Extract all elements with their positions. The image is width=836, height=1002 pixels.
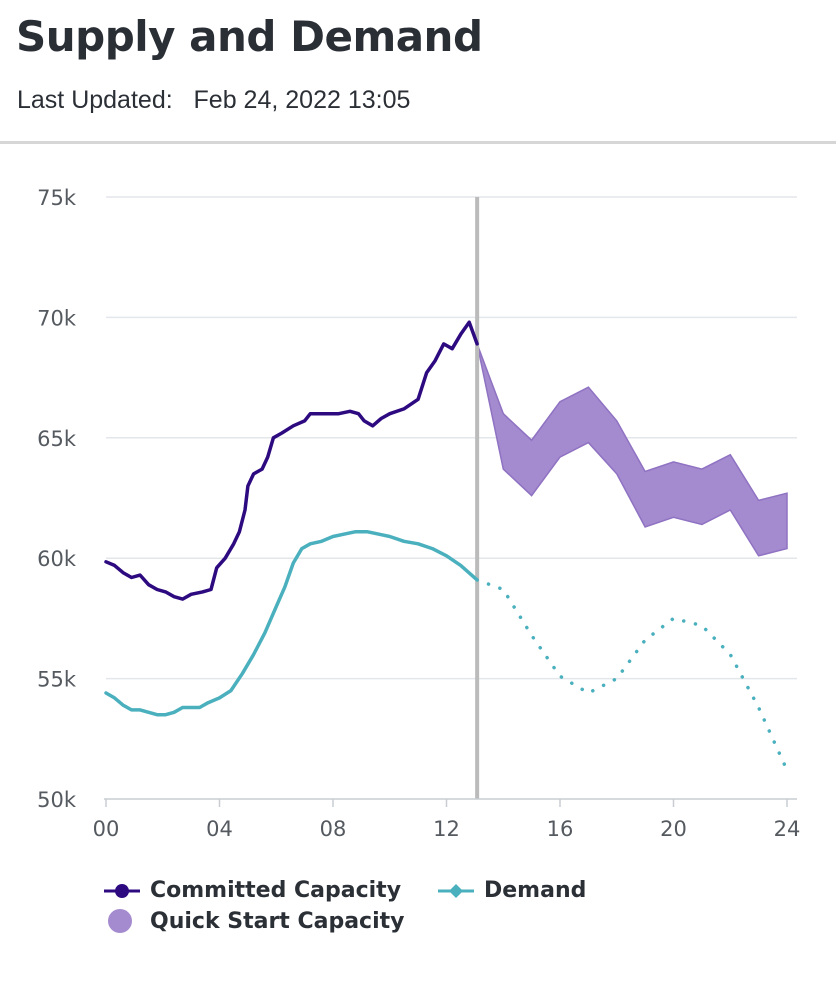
- committed-legend-icon: [104, 883, 140, 898]
- x-tick-label: 16: [547, 817, 574, 841]
- y-tick-label: 60k: [37, 547, 77, 571]
- demand-legend-icon: [438, 883, 474, 898]
- y-tick-label: 65k: [37, 427, 77, 451]
- series-lines: [104, 320, 789, 772]
- legend-label-demand: Demand: [484, 878, 587, 903]
- last-updated: Last Updated: Feb 24, 2022 13:05: [17, 86, 410, 115]
- y-tick-label: 50k: [37, 788, 77, 812]
- x-tick-label: 20: [660, 817, 687, 841]
- legend-label-quick-start: Quick Start Capacity: [150, 908, 405, 934]
- x-tick-label: 04: [206, 817, 233, 841]
- supply-demand-chart: 50k 55k 60k 65k 70k 75k 00 04 08 12 16 20 24: [37, 186, 800, 841]
- quick-start-band: [476, 343, 788, 557]
- quick-start-band-layer: [476, 343, 788, 557]
- axes: 50k 55k 60k 65k 70k 75k 00 04 08 12 16 20 24: [37, 186, 800, 841]
- x-tick-label: 00: [93, 817, 120, 841]
- x-tick-label: 24: [774, 817, 801, 841]
- y-tick-label: 55k: [37, 668, 77, 692]
- legend-item-quick-start[interactable]: Quick Start Capacity: [104, 908, 405, 934]
- demand-forecast-line: [475, 578, 789, 772]
- chart-legend: Committed Capacity Demand Quick Start Ca…: [104, 872, 744, 942]
- quick-start-legend-icon: [108, 909, 132, 933]
- last-updated-label: Last Updated:: [17, 86, 173, 114]
- y-tick-label: 75k: [37, 186, 77, 210]
- x-tick-label: 12: [433, 817, 460, 841]
- grid-lines: [106, 196, 797, 680]
- last-updated-value: Feb 24, 2022 13:05: [193, 86, 411, 114]
- page-header: Supply and Demand Last Updated: Feb 24, …: [0, 0, 836, 144]
- page-title: Supply and Demand: [16, 12, 483, 61]
- y-tick-label: 70k: [37, 306, 77, 330]
- legend-label-committed: Committed Capacity: [150, 878, 402, 903]
- legend-item-committed[interactable]: Committed Capacity: [104, 878, 401, 903]
- legend-item-demand[interactable]: Demand: [438, 878, 586, 903]
- committed-capacity-line: [104, 320, 479, 601]
- x-tick-label: 08: [320, 817, 347, 841]
- demand-line: [104, 529, 479, 717]
